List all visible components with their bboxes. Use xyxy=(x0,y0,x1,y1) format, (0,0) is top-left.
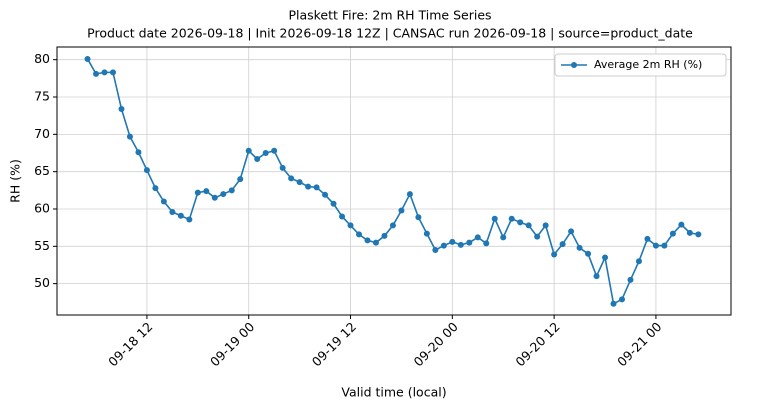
data-point xyxy=(406,191,413,198)
chart-subtitle: Product date 2026-09-18 | Init 2026-09-1… xyxy=(87,26,693,41)
data-point xyxy=(432,247,439,254)
data-point xyxy=(160,198,167,205)
data-point xyxy=(271,147,278,154)
x-tick-label: 09-19 00 xyxy=(207,319,257,369)
data-point xyxy=(474,234,481,241)
data-point xyxy=(245,147,252,154)
data-point xyxy=(296,179,303,186)
legend-marker xyxy=(571,62,577,68)
data-point xyxy=(211,194,218,201)
y-tick-label: 55 xyxy=(34,238,50,253)
data-point xyxy=(152,185,159,192)
data-point xyxy=(644,235,651,242)
data-point xyxy=(576,244,583,251)
y-axis-label: RH (%) xyxy=(8,159,23,203)
data-point xyxy=(652,242,659,249)
data-point xyxy=(203,188,210,195)
data-point xyxy=(254,155,261,162)
data-point xyxy=(262,150,269,157)
data-point xyxy=(288,175,295,182)
y-tick-label: 75 xyxy=(34,89,50,104)
data-point xyxy=(313,184,320,191)
data-point xyxy=(635,258,642,265)
data-point xyxy=(483,240,490,247)
data-point xyxy=(347,222,354,229)
data-point xyxy=(101,69,108,76)
data-point xyxy=(389,222,396,229)
data-point xyxy=(415,214,422,221)
data-point xyxy=(381,232,388,239)
data-line xyxy=(86,58,699,306)
data-point xyxy=(661,242,668,249)
data-point xyxy=(602,254,609,261)
data-point xyxy=(135,149,142,156)
data-point xyxy=(678,221,685,228)
data-point xyxy=(322,191,329,198)
data-point xyxy=(423,230,430,237)
data-point xyxy=(559,241,566,248)
data-point xyxy=(398,207,405,214)
y-tick-label: 50 xyxy=(34,275,50,290)
x-tick-label: 09-18 12 xyxy=(105,319,155,369)
y-tick-label: 65 xyxy=(34,163,50,178)
data-point xyxy=(466,239,473,246)
data-point xyxy=(364,237,371,244)
data-point xyxy=(525,222,532,229)
data-point xyxy=(449,238,456,245)
data-point xyxy=(517,219,524,226)
data-point xyxy=(669,230,676,237)
data-point xyxy=(109,69,116,76)
data-point xyxy=(126,133,133,140)
data-point xyxy=(568,228,575,235)
x-tick-label: 09-21 00 xyxy=(614,319,664,369)
data-point xyxy=(610,300,617,307)
y-tick-label: 80 xyxy=(34,51,50,66)
data-point xyxy=(508,215,515,222)
legend-label: Average 2m RH (%) xyxy=(594,58,702,71)
data-point xyxy=(186,216,193,223)
data-point xyxy=(194,189,201,196)
data-point xyxy=(118,105,125,112)
y-tick-label: 70 xyxy=(34,126,50,141)
data-point xyxy=(237,176,244,183)
data-point xyxy=(169,208,176,215)
x-tick-label: 09-20 00 xyxy=(411,319,461,369)
data-point xyxy=(542,222,549,229)
data-point xyxy=(585,250,592,257)
x-axis-label: Valid time (local) xyxy=(341,385,446,400)
data-point xyxy=(440,242,447,249)
legend-box xyxy=(554,53,727,77)
data-point xyxy=(305,183,312,190)
data-point xyxy=(356,231,363,238)
data-point xyxy=(695,231,702,238)
data-point xyxy=(500,234,507,241)
data-point xyxy=(372,239,379,246)
data-point xyxy=(551,251,558,258)
data-point xyxy=(627,276,634,283)
data-point xyxy=(686,229,693,236)
data-point xyxy=(593,273,600,280)
data-point xyxy=(534,233,541,240)
data-point xyxy=(228,187,235,194)
chart-title: Plaskett Fire: 2m RH Time Series xyxy=(288,8,491,23)
y-tick-label: 60 xyxy=(34,200,50,215)
plot-frame xyxy=(56,46,732,316)
data-point xyxy=(279,164,286,171)
x-tick-label: 09-20 12 xyxy=(512,319,562,369)
data-point xyxy=(143,167,150,174)
data-point xyxy=(84,55,91,62)
x-tick-label: 09-19 12 xyxy=(309,319,359,369)
data-point xyxy=(93,70,100,77)
data-point xyxy=(330,200,337,207)
data-point xyxy=(491,215,498,222)
data-point xyxy=(220,191,227,198)
data-point xyxy=(339,213,346,220)
data-point xyxy=(618,296,625,303)
data-point xyxy=(177,212,184,219)
data-point xyxy=(457,241,464,248)
